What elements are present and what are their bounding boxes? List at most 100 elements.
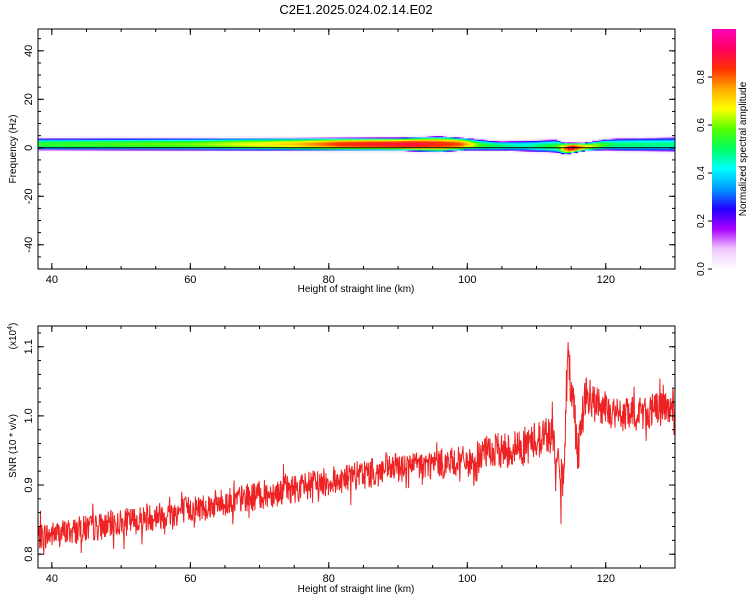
heatmap-cell xyxy=(204,138,209,140)
heatmap-cell xyxy=(591,149,596,151)
heatmap-cell xyxy=(166,150,171,152)
heatmap-cell xyxy=(453,135,458,138)
heatmap-cell xyxy=(114,135,119,138)
heatmap-cell xyxy=(252,147,257,150)
heatmap-cell xyxy=(668,142,673,145)
heatmap-cell xyxy=(214,150,219,152)
heatmap-cell xyxy=(633,140,638,143)
heatmap-cell xyxy=(370,134,375,137)
heatmap-cell xyxy=(62,135,67,138)
heatmap-cell xyxy=(584,150,590,152)
heatmap-cell xyxy=(242,151,247,154)
heatmap-cell xyxy=(48,139,53,141)
heatmap-cell xyxy=(436,141,441,144)
heatmap-cell xyxy=(79,138,84,140)
heatmap-cell xyxy=(280,149,285,151)
heatmap-cell xyxy=(418,134,423,137)
heatmap-cell xyxy=(591,151,596,154)
heatmap-cell xyxy=(339,142,344,145)
heatmap-cell xyxy=(449,138,455,140)
heatmap-cell xyxy=(179,150,184,152)
heatmap-cell xyxy=(166,141,171,144)
heatmap-cell xyxy=(494,145,500,147)
heatmap-cell xyxy=(186,149,191,151)
heatmap-cell xyxy=(162,136,167,139)
heatmap-cell xyxy=(526,151,531,154)
heatmap-cell xyxy=(214,144,219,146)
heatmap-cell xyxy=(363,150,368,152)
heatmap-cell xyxy=(394,147,399,150)
heatmap-cell xyxy=(107,142,112,145)
heatmap-cell xyxy=(207,149,212,151)
heatmap-cell xyxy=(425,138,430,140)
heatmap-cell xyxy=(470,141,475,144)
heatmap-cell xyxy=(623,138,628,140)
heatmap-cell xyxy=(121,151,126,154)
heatmap-cell xyxy=(598,151,603,154)
heatmap-cell xyxy=(290,144,295,146)
heatmap-cell xyxy=(429,150,434,152)
heatmap-cell xyxy=(117,138,122,140)
heatmap-cell xyxy=(86,145,91,147)
heatmap-cell xyxy=(546,152,551,155)
heatmap-cell xyxy=(276,136,281,139)
heatmap-cell xyxy=(107,150,112,152)
heatmap-cell xyxy=(148,140,153,143)
heatmap-cell xyxy=(211,147,216,150)
heatmap-cell xyxy=(415,136,420,139)
heatmap-cell xyxy=(581,150,586,152)
heatmap-cell xyxy=(494,141,500,144)
heatmap-cell xyxy=(200,140,205,143)
heatmap-cell xyxy=(609,138,614,140)
heatmap-cell xyxy=(356,134,361,137)
heatmap-cell xyxy=(605,150,610,152)
heatmap-cell xyxy=(366,150,371,152)
heatmap-cell xyxy=(179,136,184,139)
heatmap-cell xyxy=(304,135,309,138)
heatmap-cell xyxy=(269,147,275,150)
heatmap-cell xyxy=(308,140,313,143)
heatmap-cell xyxy=(380,142,385,145)
heatmap-cell xyxy=(470,151,475,154)
heatmap-cell xyxy=(159,136,164,139)
heatmap-cell xyxy=(204,145,209,147)
heatmap-cell xyxy=(72,135,77,138)
heatmap-cell xyxy=(141,139,146,141)
heatmap-cell xyxy=(301,144,306,146)
heatmap-cell xyxy=(512,144,517,146)
heatmap-cell xyxy=(276,138,281,140)
heatmap-cell xyxy=(564,141,569,144)
heatmap-cell xyxy=(200,145,205,147)
heatmap-cell xyxy=(546,150,551,152)
heatmap-cell xyxy=(591,147,596,150)
heatmap-cell xyxy=(62,144,67,146)
heatmap-cell xyxy=(422,147,427,150)
heatmap-cell xyxy=(328,142,333,145)
heatmap-cell xyxy=(557,152,562,155)
heatmap-cell xyxy=(391,135,396,138)
heatmap-cell xyxy=(643,134,648,137)
heatmap-cell xyxy=(79,144,84,146)
heatmap-cell xyxy=(384,141,389,144)
heatmap-cell xyxy=(533,151,538,154)
heatmap-cell xyxy=(591,144,596,146)
heatmap-cell xyxy=(647,139,652,141)
heatmap-cell xyxy=(633,144,638,146)
heatmap-cell xyxy=(321,150,326,152)
heatmap-cell xyxy=(633,142,638,145)
heatmap-cell xyxy=(263,140,268,143)
snr-x-tick-label: 100 xyxy=(458,573,476,585)
heatmap-cell xyxy=(356,140,361,143)
heatmap-cell xyxy=(325,151,330,154)
heatmap-cell xyxy=(183,139,188,141)
heatmap-cell xyxy=(443,133,448,135)
heatmap-cell xyxy=(242,144,247,146)
heatmap-cell xyxy=(477,139,482,141)
heatmap-cell xyxy=(93,135,98,138)
heatmap-cell xyxy=(308,144,313,146)
heatmap-cell xyxy=(269,149,275,151)
heatmap-cell xyxy=(103,141,108,144)
heatmap-cell xyxy=(422,141,427,144)
heatmap-cell xyxy=(287,142,292,145)
heatmap-cell xyxy=(263,136,268,139)
